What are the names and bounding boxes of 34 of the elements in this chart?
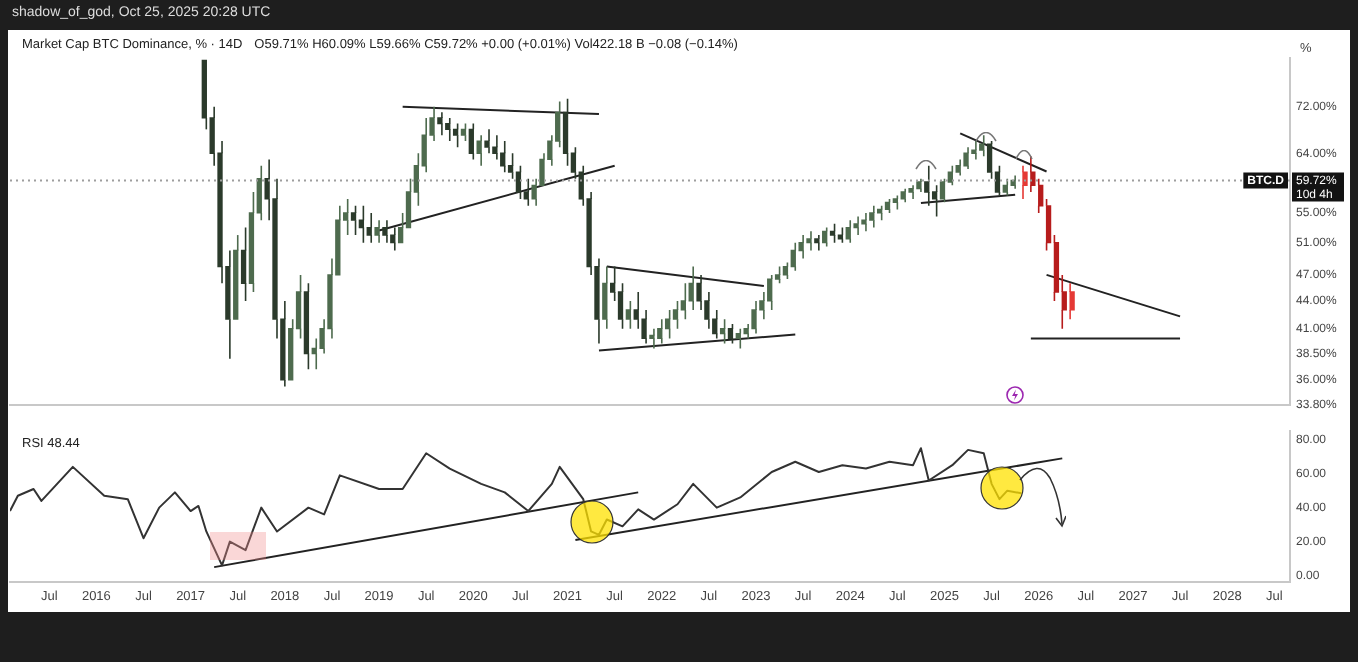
candlestick	[672, 300, 679, 330]
candlestick	[303, 282, 310, 370]
candlestick	[382, 219, 388, 244]
candlestick	[233, 234, 239, 320]
candlestick	[900, 187, 907, 204]
candlestick	[476, 134, 482, 167]
candlestick	[751, 300, 757, 335]
candlestick	[845, 219, 852, 244]
candlestick	[963, 146, 969, 170]
candlestick	[853, 215, 859, 236]
candlestick	[562, 97, 569, 167]
candlestick	[924, 164, 930, 207]
candlestick	[688, 265, 694, 311]
candlestick	[861, 212, 867, 233]
candlestick	[374, 219, 380, 244]
candlestick	[971, 140, 977, 161]
candlestick	[492, 134, 498, 161]
candlestick	[437, 111, 443, 136]
candlestick	[484, 128, 490, 155]
candlestick	[806, 230, 812, 252]
candlestick	[649, 327, 655, 350]
candlestick	[680, 282, 687, 321]
candlestick	[869, 205, 875, 229]
candlestick	[767, 274, 773, 311]
candlestick	[350, 205, 357, 236]
candlestick	[908, 184, 914, 200]
candlestick	[295, 274, 302, 340]
candlestick	[979, 134, 985, 158]
candlestick	[602, 265, 608, 330]
candlestick	[657, 318, 663, 345]
candlestick	[625, 300, 632, 330]
candlestick	[916, 177, 922, 193]
candlestick	[240, 226, 247, 302]
candlestick	[390, 226, 396, 252]
